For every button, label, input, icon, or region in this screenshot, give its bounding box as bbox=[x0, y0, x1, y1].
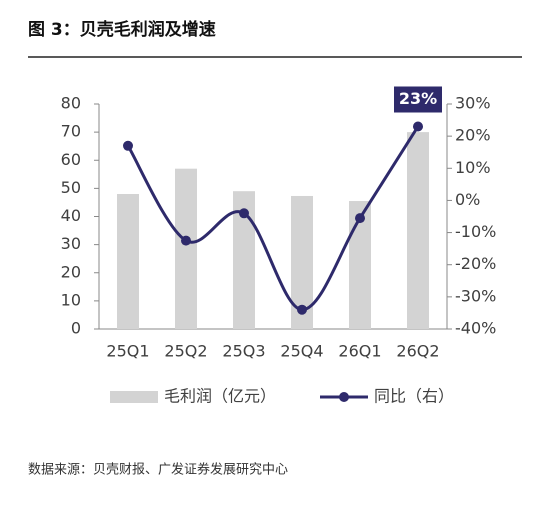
line-marker bbox=[413, 121, 423, 132]
y-tick-label: 30 bbox=[61, 234, 81, 253]
bar bbox=[117, 194, 139, 329]
bar bbox=[349, 201, 371, 329]
y-tick-label: 80 bbox=[61, 94, 81, 113]
line-marker bbox=[123, 140, 133, 151]
legend-swatch-marker bbox=[339, 392, 349, 402]
legend-label: 同比（右） bbox=[374, 387, 454, 406]
bar bbox=[407, 132, 429, 329]
bar bbox=[233, 191, 255, 329]
x-tick-label: 26Q2 bbox=[396, 342, 439, 361]
line-marker bbox=[355, 213, 365, 224]
value-label-box bbox=[394, 86, 442, 113]
y-tick-label: 0 bbox=[71, 319, 81, 338]
y2-tick-label: 0% bbox=[455, 190, 480, 209]
x-tick-label: 26Q1 bbox=[338, 342, 381, 361]
y2-tick-label: -40% bbox=[455, 319, 496, 338]
y2-tick-label: -10% bbox=[455, 222, 496, 241]
line-marker bbox=[297, 304, 307, 315]
y2-tick-label: -30% bbox=[455, 286, 496, 305]
legend-swatch bbox=[110, 391, 158, 403]
y2-tick-label: 10% bbox=[455, 158, 491, 177]
line bbox=[126, 125, 420, 312]
x-tick-label: 25Q3 bbox=[222, 342, 265, 361]
chart-title: 图 3：贝壳毛利润及增速 bbox=[28, 19, 216, 40]
x-tick-label: 25Q2 bbox=[164, 342, 207, 361]
line-marker bbox=[181, 235, 191, 246]
x-tick-label: 25Q1 bbox=[106, 342, 149, 361]
y-tick-label: 20 bbox=[61, 262, 81, 281]
legend-label: 毛利润（亿元） bbox=[164, 387, 276, 406]
bar bbox=[291, 195, 313, 329]
y-tick-label: 10 bbox=[61, 290, 81, 309]
x-tick-label: 25Q4 bbox=[280, 342, 323, 361]
y2-tick-label: 30% bbox=[455, 94, 491, 113]
y2-tick-label: -20% bbox=[455, 254, 496, 273]
line-marker bbox=[239, 208, 249, 219]
value-label: 23% bbox=[399, 89, 437, 108]
y-tick-label: 60 bbox=[61, 150, 81, 169]
y-tick-label: 70 bbox=[61, 122, 81, 141]
y-tick-label: 50 bbox=[61, 178, 81, 197]
bar bbox=[175, 168, 197, 329]
source-note: 数据来源：贝壳财报、广发证券发展研究中心 bbox=[28, 462, 288, 478]
y2-tick-label: 20% bbox=[455, 126, 491, 145]
y-tick-label: 40 bbox=[61, 206, 81, 225]
